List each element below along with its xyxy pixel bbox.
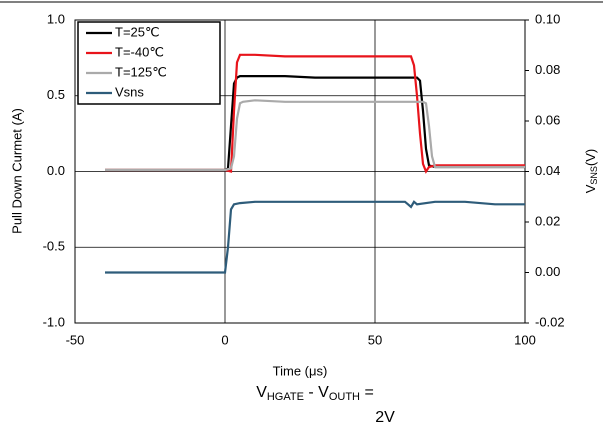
y2-label-part: V: [583, 184, 598, 193]
annotation: VHGATE - VOUTH =: [256, 384, 374, 403]
series-line: [105, 53, 525, 174]
x-tick-label: 100: [514, 332, 536, 347]
y2-axis-label: VSNS(V): [583, 149, 599, 194]
y2-label-part: (V): [583, 149, 598, 166]
y-tick-label: -0.5: [43, 239, 65, 254]
x-tick-label: 0: [221, 332, 228, 347]
annotation-part: OUTH: [329, 391, 360, 403]
y-tick-label: 0.0: [47, 163, 65, 178]
annotation: 2V: [375, 409, 395, 426]
y-tick-label: 1.0: [47, 11, 65, 26]
y2-tick-label: 0.02: [535, 213, 560, 228]
y2-tick-label: 0.00: [535, 264, 560, 279]
y-tick-label: -1.0: [43, 314, 65, 329]
legend-box: [77, 21, 221, 105]
annotation-part: =: [360, 384, 374, 401]
x-tick-label: -50: [66, 332, 85, 347]
y2-label-part: SNS: [589, 166, 599, 185]
legend-label: T=125℃: [115, 64, 167, 79]
annotation-part: - V: [304, 384, 329, 401]
y2-tick-label: -0.02: [535, 314, 565, 329]
x-tick-label: 50: [368, 332, 382, 347]
legend-label: Vsns: [115, 84, 144, 99]
legend-label: T=25℃: [115, 24, 160, 39]
annotation-part: HGATE: [267, 391, 304, 403]
y-axis-label: Pull Down Curmet (A): [9, 108, 24, 234]
y2-tick-label: 0.04: [535, 163, 560, 178]
series-line: [105, 200, 525, 274]
legend-label: T=-40℃: [115, 44, 164, 59]
y2-tick-label: 0.10: [535, 11, 560, 26]
x-axis-label: Time (μs): [273, 363, 328, 378]
y-tick-label: 0.5: [47, 87, 65, 102]
y2-tick-label: 0.06: [535, 112, 560, 127]
annotation-part: V: [256, 384, 267, 401]
y2-tick-label: 0.08: [535, 62, 560, 77]
series-line: [105, 99, 525, 172]
